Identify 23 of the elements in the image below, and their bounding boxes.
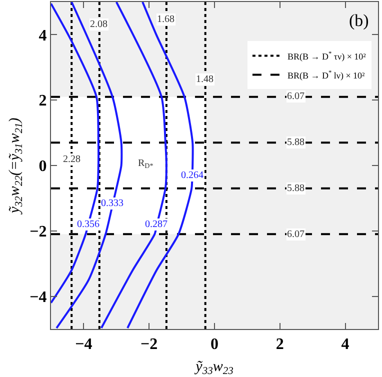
x-tick-label: 4 [341, 336, 350, 354]
annotation: 2.08 [90, 19, 108, 30]
annotation: 2.28 [63, 154, 80, 165]
x-tick-label: −2 [140, 336, 158, 354]
legend-label: BR(B → D$^{*}$ lν) × 10² [287, 69, 366, 80]
annotation: 1.68 [157, 14, 174, 25]
annotation: 1.48 [196, 74, 214, 85]
annotation: R$_{D*}$ [138, 158, 154, 170]
x-axis-title: ỹ$_{33}$w$_{23}$ [194, 358, 234, 377]
y-tick-label: −2 [30, 224, 47, 240]
annotation: 5.88 [287, 137, 304, 148]
annotation: (b) [349, 11, 369, 30]
y-tick-label: 2 [38, 92, 47, 110]
y-tick-label: 0 [38, 158, 47, 176]
annotation: 6.07 [287, 91, 304, 102]
y-tick-label: 4 [38, 27, 47, 44]
legend-label: BR(B → D$^{*}$ τν) × 10² [287, 50, 366, 62]
x-tick-label: −4 [75, 336, 92, 354]
x-tick-label: 0 [210, 336, 218, 354]
x-tick-label: 2 [276, 336, 284, 354]
y-tick-label: −4 [30, 288, 47, 306]
annotation: 6.07 [287, 229, 304, 240]
annotation: 5.88 [287, 183, 304, 194]
